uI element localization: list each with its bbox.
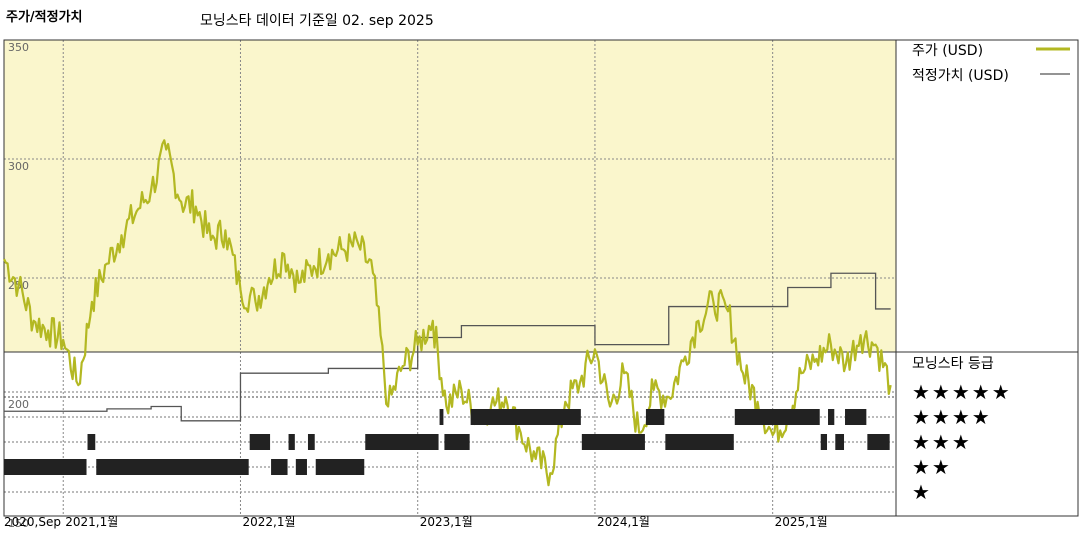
- rating-bar-2star: [96, 459, 249, 475]
- rating-bar-4star: [470, 409, 581, 425]
- star-row-3: ★★★: [912, 430, 972, 454]
- rating-bar-4star: [439, 409, 444, 425]
- star-row-1: ★: [912, 480, 932, 504]
- y-tick-label: 200: [8, 398, 29, 411]
- rating-bar-3star: [249, 434, 271, 450]
- y-tick-label: 150: [8, 517, 29, 530]
- rating-bar-2star: [271, 459, 288, 475]
- legend-price-label: 주가 (USD): [912, 43, 983, 59]
- legend-fair-label: 적정가치 (USD): [912, 68, 1009, 84]
- x-tick-label: 2021,1월: [65, 515, 118, 529]
- x-tick-label: 2024,1월: [597, 515, 650, 529]
- y-tick-label: 350: [8, 41, 29, 54]
- price-plot-background: [4, 40, 896, 352]
- rating-bars: [4, 409, 890, 475]
- rating-bar-3star: [307, 434, 315, 450]
- rating-bar-4star: [645, 409, 665, 425]
- x-tick-label: 2022,1월: [242, 515, 295, 529]
- rating-bar-3star: [581, 434, 645, 450]
- outer-border: [3, 39, 1079, 517]
- rating-legend: 모닝스타 등급 ★★★★★ ★★★★ ★★★ ★★ ★: [912, 356, 1012, 504]
- rating-bar-4star: [845, 409, 867, 425]
- x-axis-ticks: 2020,Sep 2021,1월 2022,1월 2023,1월 2024,1월 2025…: [4, 515, 828, 529]
- chart-title: 주가/적정가치: [6, 10, 83, 25]
- x-tick-label: 2020,Sep: [4, 515, 61, 529]
- rating-bar-3star: [820, 434, 828, 450]
- fair-value-line: [4, 272, 891, 422]
- chart-frame: [3, 39, 1079, 517]
- star-row-4: ★★★★: [912, 405, 992, 429]
- y-tick-label: 300: [8, 160, 29, 173]
- rating-bar-2star: [295, 459, 307, 475]
- rating-bar-4star: [734, 409, 820, 425]
- data-date-note: 모닝스타 데이터 기준일 02. sep 2025: [200, 13, 434, 29]
- rating-bar-3star: [444, 434, 470, 450]
- rating-bar-3star: [665, 434, 734, 450]
- rating-bar-2star: [4, 459, 87, 475]
- rating-bar-3star: [835, 434, 845, 450]
- x-tick-label: 2025,1월: [775, 515, 828, 529]
- fair-value-series: [4, 272, 891, 422]
- price-line: [3, 139, 892, 487]
- star-row-5: ★★★★★: [912, 380, 1012, 404]
- rating-bar-3star: [365, 434, 439, 450]
- star-row-2: ★★: [912, 455, 952, 479]
- legend: 주가 (USD) 적정가치 (USD): [912, 43, 1070, 84]
- rating-bar-3star: [867, 434, 890, 450]
- rating-bar-4star: [828, 409, 835, 425]
- rating-bar-3star: [288, 434, 295, 450]
- rating-title: 모닝스타 등급: [912, 356, 994, 372]
- rating-bar-3star: [87, 434, 96, 450]
- x-tick-label: 2023,1월: [420, 515, 473, 529]
- price-series: [3, 139, 892, 487]
- rating-bar-2star: [315, 459, 365, 475]
